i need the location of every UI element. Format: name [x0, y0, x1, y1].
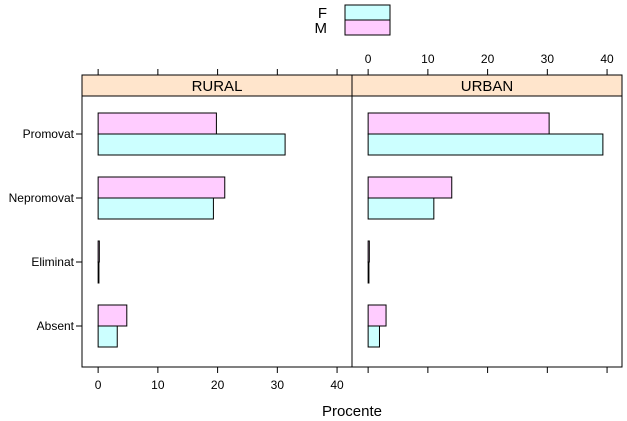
x-axis-title: Procente — [322, 403, 382, 420]
bar-urban-promovat-m — [367, 112, 550, 135]
panel-rural: RURAL 0 10 20 30 40 — [81, 69, 353, 392]
bar-urban-promovat-f — [367, 133, 604, 156]
x-tick-label-bottom-40: 40 — [330, 378, 344, 392]
legend-label-f: F — [318, 5, 327, 22]
bar-rural-promovat-f — [97, 133, 286, 156]
bar-rural-promovat-m — [97, 112, 217, 135]
category-label-eliminat: Eliminat — [31, 255, 74, 269]
strip-label-rural: RURAL — [192, 78, 243, 95]
x-tick-label-bottom-30: 30 — [271, 378, 285, 392]
legend: FM — [315, 4, 391, 37]
x-tick-label-bottom-0: 0 — [95, 378, 102, 392]
category-labels: Promovat Nepromovat Eliminat Absent — [9, 127, 82, 333]
panel-frame-urban — [351, 95, 623, 368]
legend-swatch-m — [344, 19, 391, 36]
bar-urban-nepromovat-m — [367, 176, 453, 199]
bar-urban-absent-m — [367, 304, 387, 327]
category-label-absent: Absent — [37, 319, 75, 333]
x-tick-label-top-20: 20 — [481, 52, 495, 66]
x-tick-label-bottom-20: 20 — [211, 378, 225, 392]
bar-rural-nepromovat-m — [97, 176, 226, 199]
bar-rural-nepromovat-f — [97, 197, 214, 220]
x-tick-label-top-10: 10 — [421, 52, 435, 66]
strip-label-urban: URBAN — [461, 78, 514, 95]
bar-urban-absent-f — [367, 325, 380, 348]
bar-urban-eliminat-m — [367, 240, 370, 263]
bar-rural-eliminat-m — [97, 240, 100, 263]
bar-rural-absent-f — [97, 325, 118, 348]
x-tick-label-bottom-10: 10 — [151, 378, 165, 392]
x-tick-label-top-40: 40 — [600, 52, 614, 66]
bar-rural-absent-m — [97, 304, 128, 327]
bar-rural-eliminat-f — [97, 261, 100, 284]
x-tick-label-top-0: 0 — [365, 52, 372, 66]
bar-urban-nepromovat-f — [367, 197, 435, 220]
category-label-promovat: Promovat — [23, 127, 75, 141]
legend-swatch-f — [344, 4, 391, 21]
category-label-nepromovat: Nepromovat — [9, 191, 75, 205]
bar-urban-eliminat-f — [367, 261, 370, 284]
panels: RURAL 0 10 20 30 40 URBAN 0 10 20 30 40 — [81, 52, 623, 392]
panel-urban: URBAN 0 10 20 30 40 — [351, 52, 623, 373]
legend-label-m: M — [315, 20, 328, 37]
x-tick-label-top-30: 30 — [541, 52, 555, 66]
